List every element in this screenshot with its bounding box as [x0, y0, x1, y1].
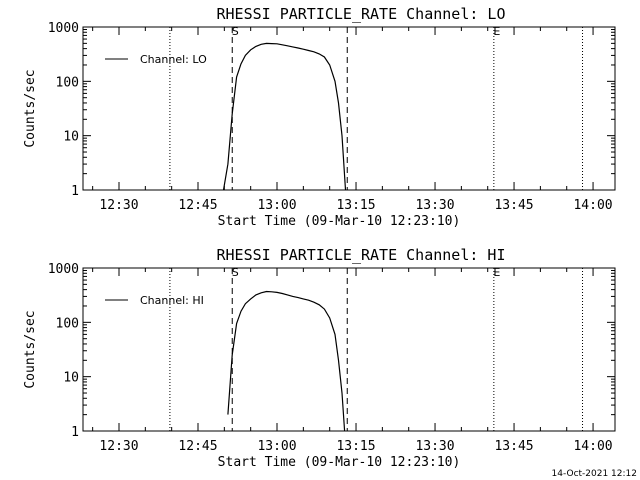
x-tick-label: 13:30: [415, 439, 454, 454]
x-tick-label: 12:30: [99, 439, 138, 454]
x-tick-label: 12:45: [178, 439, 217, 454]
x-tick-label: 13:30: [415, 198, 454, 213]
x-axis-label: Start Time (09-Mar-10 12:23:10): [218, 455, 461, 470]
y-tick-label: 1000: [48, 262, 79, 277]
y-axis-label: Counts/sec: [23, 69, 38, 147]
x-tick-label: 13:15: [336, 439, 375, 454]
chart-title: RHESSI PARTICLE_RATE Channel: LO: [217, 5, 506, 23]
x-axis-label: Start Time (09-Mar-10 12:23:10): [218, 214, 461, 229]
x-tick-label: 13:15: [336, 198, 375, 213]
x-tick-label: 13:45: [494, 198, 533, 213]
y-tick-label: 100: [56, 316, 79, 331]
x-tick-label: 14:00: [573, 198, 612, 213]
marker-e: E: [493, 266, 500, 279]
y-axis-label: Counts/sec: [23, 310, 38, 388]
plot-frame: [82, 267, 616, 432]
x-tick-label: 13:00: [257, 198, 296, 213]
series-line: [227, 290, 346, 432]
series-line: [222, 42, 347, 191]
marker-e: E: [493, 25, 500, 38]
y-tick-label: 10: [63, 130, 79, 145]
x-tick-label: 14:00: [573, 439, 612, 454]
timestamp: 14-Oct-2021 12:12: [552, 469, 637, 479]
marker-s: S: [232, 266, 239, 279]
y-tick-label: 100: [56, 75, 79, 90]
x-tick-label: 12:45: [178, 198, 217, 213]
marker-s: S: [232, 25, 239, 38]
y-tick-label: 1: [71, 184, 79, 199]
x-tick-label: 13:00: [257, 439, 296, 454]
chart-title: RHESSI PARTICLE_RATE Channel: HI: [217, 246, 506, 264]
x-tick-label: 13:45: [494, 439, 533, 454]
plot-frame: [82, 26, 616, 191]
legend-label: Channel: LO: [140, 53, 207, 66]
y-tick-label: 1000: [48, 21, 79, 36]
y-tick-label: 1: [71, 425, 79, 440]
legend-label: Channel: HI: [140, 294, 204, 307]
x-tick-label: 12:30: [99, 198, 138, 213]
y-tick-label: 10: [63, 371, 79, 386]
